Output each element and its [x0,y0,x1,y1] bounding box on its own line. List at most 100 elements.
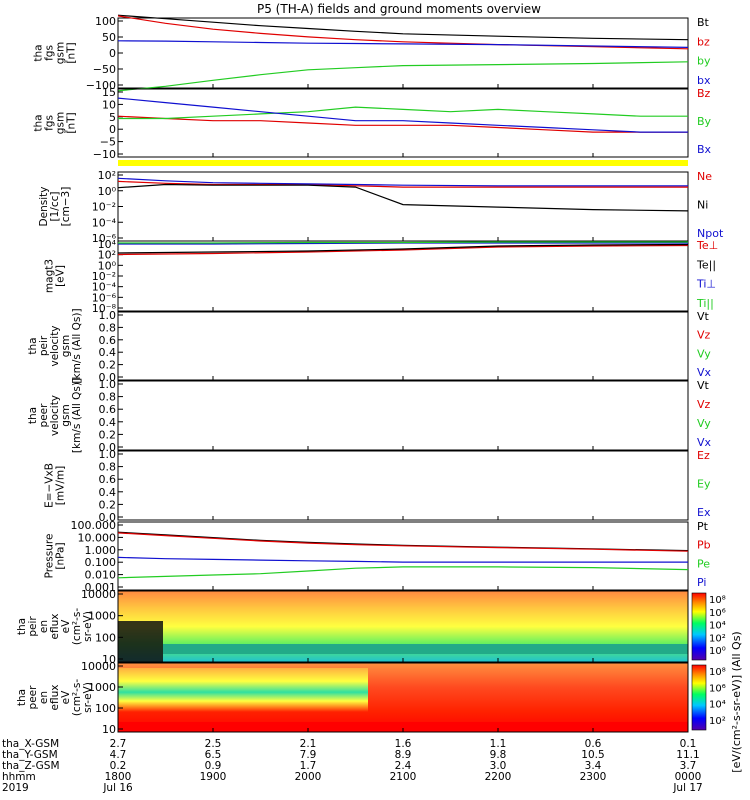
panel-ylabel: eV [60,619,72,633]
y-tick-label: 0.2 [99,428,117,441]
y-tick-label: 1000 [88,610,116,623]
legend-entry: Pi [697,576,706,589]
x-axis-value: 2.1 [300,738,317,750]
panel-ylabel: Density [38,187,50,227]
panel-ylabel: [mV/m] [55,466,67,505]
y-tick-label: 10⁻⁴ [92,216,117,229]
x-axis-value: 0.2 [110,760,127,772]
series-line-by [118,106,688,120]
y-tick-label: 10⁻⁸ [92,302,117,315]
legend-entry: Npot [697,227,724,240]
y-tick-label: 0.0 [99,511,117,524]
y-tick-label: 50 [102,31,116,44]
x-axis-value: 3.4 [585,760,602,772]
y-tick-label: 1.0 [99,448,117,461]
panel-3: 10² 10⁰ 10⁻² 10⁻⁴ 10⁻⁶ Density [1/cc] [cm−3] Ne N… [38,169,724,245]
panel-7: 1.00.80.60.40.20.0 E=−VxB [mV/m] Ez Ey Ex [44,448,711,524]
panel-ylabel: [1/cc] [49,192,61,222]
series-line-te [117,244,689,256]
x-tick-label: 1900 [200,771,227,783]
panel-ylabel: [nT] [66,42,78,63]
x-axis-row-label: tha_X-GSM [2,738,59,750]
y-tick-label: 1000 [88,681,116,694]
panel-ylabel: tha [16,618,28,635]
legend-entry: Ez [697,449,710,462]
y-tick-label: 0.100 [85,556,117,569]
legend-entry: Pt [697,520,709,533]
legend-entry: By [697,115,712,128]
y-tick-label: 0.001 [85,581,117,594]
colorbar-tick-label: 10⁴ [709,700,726,711]
colorbar [691,592,707,661]
panel-10: 10⁸ 10⁶ 10⁴ 10² 10000 1000 100 10 tha peer en eflux… [16,660,726,736]
panel-ylabel: velocity [49,325,61,366]
panel-ylabel: gsm [60,335,72,357]
legend-entry: Vy [697,347,711,360]
y-tick-label: 100.000 [71,519,117,532]
series-line-bx [117,97,688,133]
panel-ylabel: (cm²-s- [71,608,83,646]
x-axis-value: 1.1 [490,738,507,750]
panel-ylabel: sr-eV) [82,611,94,642]
y-tick-label: 0.010 [85,569,117,582]
legend-entry: Ne [697,170,712,183]
x-tick-label: 0000 [675,771,702,783]
y-tick-label: 0 [109,123,116,136]
panel-ylabel: tha [33,44,45,61]
colorbar-tick-label: 10⁰ [709,646,726,657]
panel-ylabel: tha [27,337,39,354]
legend-entry: Vy [697,417,711,430]
panel-ylabel: peir [27,616,39,637]
x-tick-label: 2200 [485,771,512,783]
panel-ylabel: E=−VxB [44,463,56,508]
panel-ylabel: fgs [44,45,56,61]
y-tick-label: 10 [102,723,116,736]
series-line-bz [117,115,688,133]
x-tick-label: 2000 [295,771,322,783]
y-tick-label: 100 [95,702,116,715]
panel-ylabel: tha [33,114,45,131]
legend-entry: Te⊥ [696,239,718,252]
x-axis-value: 11.1 [676,749,699,761]
panel-ylabel: peer [27,685,39,710]
y-tick-label: 0.8 [99,321,117,334]
legend-entry: Vt [697,310,710,323]
x-axis-value: 1.7 [300,760,317,772]
y-tick-label: 0.4 [99,486,117,499]
x-axis-value: 3.7 [680,760,697,772]
y-tick-label: 10000 [81,660,116,673]
legend-entry: Ti|| [696,297,714,310]
series-line-pi [117,556,688,563]
y-tick-label: 10² [98,169,116,182]
series-line-te [117,243,689,254]
legend-entry: Ey [697,478,711,491]
y-tick-label: 0.8 [99,461,117,474]
panel-6: 1.00.80.60.40.20.0 tha peer velocity gsm [km/… [27,378,712,454]
x-tick-label: 2100 [390,771,417,783]
y-tick-label: 1.0 [99,378,117,391]
date-start-label: Jul 16 [102,782,133,794]
panel-ylabel: [eV] [55,265,67,287]
legend-entry: Vt [697,379,710,392]
panel-ylabel: [nPa] [55,542,67,569]
y-tick-label: 0.2 [99,359,117,372]
panel-ylabel: [km/s (All Qs)] [71,308,83,383]
y-tick-label: −50 [93,63,116,76]
series-line-pb [117,532,689,552]
series-line-pt [117,531,689,552]
y-tick-label: 10⁴ [98,238,117,251]
panel-ylabel: eV [60,690,72,704]
panel-ylabel: peir [38,335,50,356]
x-axis-row-label: 2019 [2,782,29,794]
series-line-ne [117,180,688,188]
x-axis-value: 8.9 [395,749,412,761]
panel-ylabel: gsm [60,404,72,426]
colorbar-tick-label: 10⁶ [709,608,726,619]
x-axis-value: 0.1 [680,738,697,750]
y-tick-label: 0 [109,47,116,60]
y-tick-label: 1.000 [85,544,117,557]
y-tick-label: 10⁻⁶ [92,232,117,245]
